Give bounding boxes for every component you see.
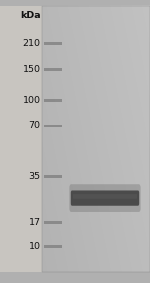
Text: 35: 35 bbox=[28, 172, 40, 181]
Bar bbox=[44, 42, 62, 45]
FancyBboxPatch shape bbox=[71, 190, 139, 206]
Bar bbox=[44, 175, 62, 178]
FancyBboxPatch shape bbox=[69, 184, 141, 212]
Text: 100: 100 bbox=[22, 96, 40, 105]
Bar bbox=[44, 245, 62, 248]
Text: 70: 70 bbox=[28, 121, 40, 130]
Bar bbox=[44, 99, 62, 102]
Text: 17: 17 bbox=[28, 218, 40, 227]
Bar bbox=[44, 221, 62, 224]
Bar bbox=[44, 125, 62, 127]
Text: 150: 150 bbox=[22, 65, 40, 74]
Text: 210: 210 bbox=[22, 39, 40, 48]
Text: kDa: kDa bbox=[20, 11, 40, 20]
Bar bbox=[0, 6, 42, 272]
Bar bbox=[44, 68, 62, 71]
Bar bbox=[42, 6, 150, 272]
Text: 10: 10 bbox=[28, 242, 40, 251]
FancyBboxPatch shape bbox=[73, 194, 137, 199]
